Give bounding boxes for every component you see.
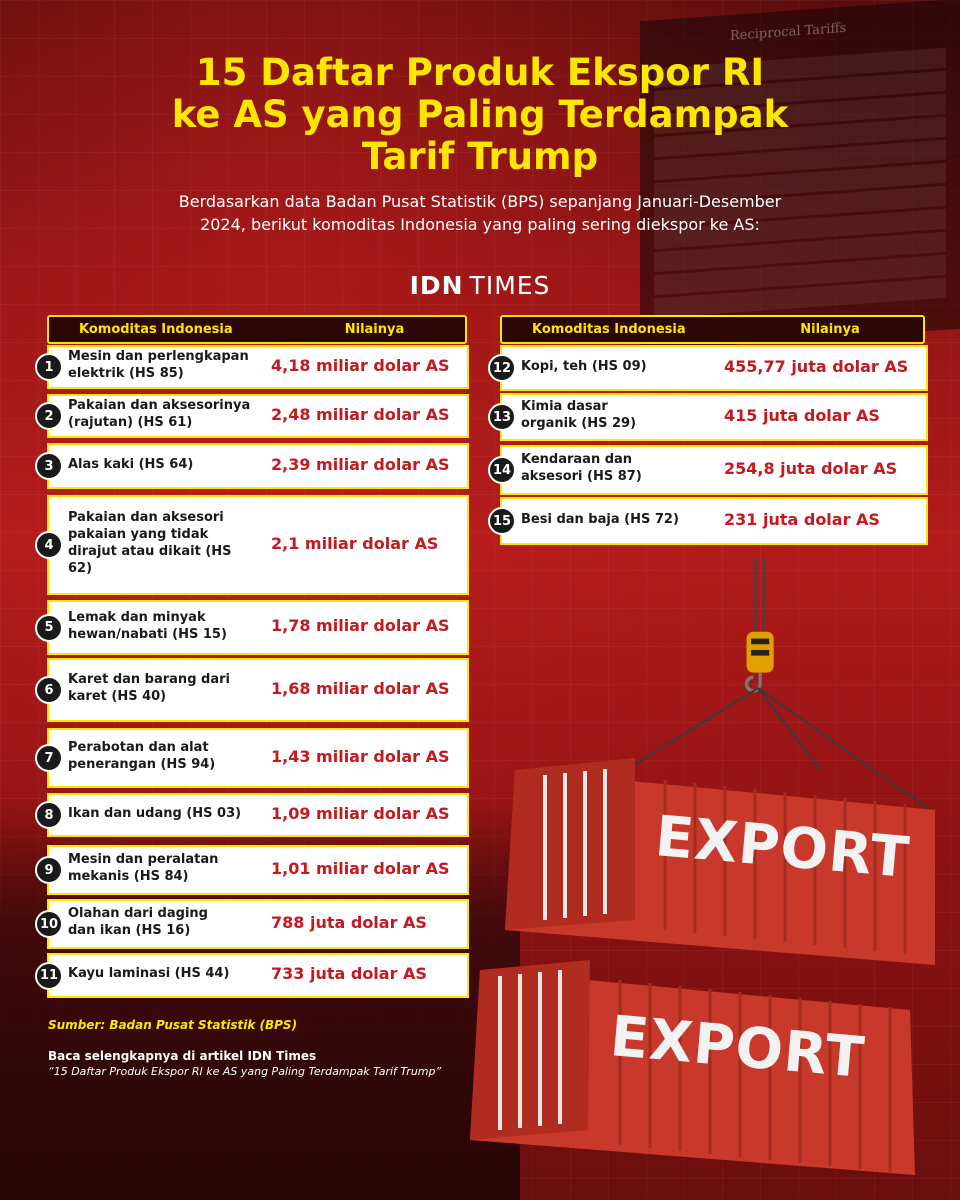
table-row: 9 Mesin dan peralatan mekanis (HS 84) 1,… — [35, 845, 469, 895]
row-value: 455,77 juta dolar AS — [724, 356, 909, 376]
row-commodity: Kayu laminasi (HS 44) — [68, 966, 230, 981]
table-row: 13 Kimia dasar organik (HS 29) 415 juta … — [488, 393, 928, 441]
table-row: 12 Kopi, teh (HS 09) 455,77 juta dolar A… — [488, 345, 928, 391]
row-value: 1,01 miliar dolar AS — [271, 858, 450, 878]
row-number: 8 — [35, 801, 63, 829]
container-top-graphic — [505, 758, 935, 965]
row-commodity: Ikan dan udang (HS 03) — [68, 805, 242, 821]
table-row: 7 Perabotan dan alat penerangan (HS 94) … — [35, 728, 469, 788]
row-commodity: Perabotan dan alat penerangan (HS 94) — [68, 740, 216, 772]
source-note: Sumber: Badan Pusat Statistik (BPS) — [48, 1018, 298, 1032]
row-number: 6 — [35, 676, 63, 704]
row-value: 2,1 miliar dolar AS — [271, 533, 439, 553]
header-commodity: Komoditas Indonesia — [79, 322, 233, 337]
table-row: 10 Olahan dari daging dan ikan (HS 16) 7… — [35, 899, 469, 949]
row-number: 5 — [35, 613, 63, 642]
table-row: 3 Alas kaki (HS 64) 2,39 miliar dolar AS — [35, 443, 469, 489]
row-number: 4 — [35, 531, 63, 559]
row-commodity: Besi dan baja (HS 72) — [521, 511, 679, 527]
row-number: 1 — [35, 353, 63, 381]
row-value: 231 juta dolar AS — [724, 509, 880, 529]
row-value: 254,8 juta dolar AS — [724, 458, 898, 478]
table-right-header: Komoditas Indonesia Nilainya — [500, 315, 925, 344]
row-number: 2 — [35, 402, 63, 430]
row-number: 15 — [488, 507, 516, 535]
row-number: 9 — [35, 856, 63, 884]
brand-logo: IDN TIMES — [0, 271, 960, 300]
row-commodity: Kimia dasar organik (HS 29) — [521, 399, 637, 431]
page-title: 15 Daftar Produk Ekspor RI ke AS yang Pa… — [0, 52, 960, 178]
row-commodity: Lemak dan minyak hewan/nabati (HS 15) — [68, 609, 227, 642]
row-commodity: Mesin dan peralatan mekanis (HS 84) — [68, 852, 219, 884]
crane-hook-icon — [744, 557, 774, 693]
row-number: 10 — [35, 910, 63, 938]
row-commodity: Pakaian dan aksesorinya (rajutan) (HS 61… — [68, 398, 251, 430]
header-value: Nilainya — [344, 322, 405, 337]
row-value: 1,43 miliar dolar AS — [271, 746, 450, 766]
row-value: 2,39 miliar dolar AS — [271, 454, 450, 474]
row-value: 2,48 miliar dolar AS — [271, 404, 450, 424]
row-value: 4,18 miliar dolar AS — [271, 355, 450, 375]
row-number: 12 — [488, 354, 516, 382]
brand-bold: IDN — [409, 271, 464, 300]
row-value: 733 juta dolar AS — [271, 964, 427, 983]
table-row: 8 Ikan dan udang (HS 03) 1,09 miliar dol… — [35, 793, 469, 837]
header-value: Nilainya — [800, 322, 860, 337]
subtitle: Berdasarkan data Badan Pusat Statistik (… — [178, 192, 782, 234]
table-row: 4 Pakaian dan aksesori pakaian yang tida… — [35, 495, 469, 595]
table-row: 11 Kayu laminasi (HS 44) 733 juta dolar … — [35, 953, 469, 998]
header-commodity: Komoditas Indonesia — [532, 322, 686, 337]
table-row: 14 Kendaraan dan aksesori (HS 87) 254,8 … — [488, 445, 928, 495]
row-value: 1,78 miliar dolar AS — [271, 616, 450, 635]
article-title: “15 Daftar Produk Ekspor RI ke AS yang P… — [48, 1065, 442, 1078]
table-left-header: Komoditas Indonesia Nilainya — [47, 315, 467, 344]
row-value: 788 juta dolar AS — [271, 912, 427, 932]
row-commodity: Alas kaki (HS 64) — [68, 456, 194, 472]
read-more-label: Baca selengkapnya di artikel IDN Times — [48, 1049, 317, 1063]
table-right: Komoditas Indonesia Nilainya 12 Kopi, te… — [488, 315, 928, 545]
table-row: 15 Besi dan baja (HS 72) 231 juta dolar … — [488, 497, 928, 545]
table-row: 5 Lemak dan minyak hewan/nabati (HS 15) … — [35, 600, 469, 655]
shipping-container-top — [505, 740, 945, 970]
row-number: 14 — [488, 456, 516, 484]
table-left: Komoditas Indonesia Nilainya 1 Mesin dan… — [35, 315, 469, 1005]
row-commodity: Kendaraan dan aksesori (HS 87) — [521, 452, 642, 484]
container-bottom-graphic — [470, 960, 915, 1175]
row-commodity: Kopi, teh (HS 09) — [521, 358, 647, 374]
title-line-3: Tarif Trump — [361, 135, 599, 178]
row-number: 7 — [35, 744, 63, 772]
brand-light: TIMES — [469, 271, 551, 300]
table-row: 1 Mesin dan perlengkapan elektrik (HS 85… — [35, 345, 469, 389]
table-row: 6 Karet dan barang dari karet (HS 40) 1,… — [35, 658, 469, 722]
title-line-1: 15 Daftar Produk Ekspor RI — [195, 51, 765, 94]
shipping-container-bottom — [470, 940, 940, 1190]
row-value: 1,68 miliar dolar AS — [271, 678, 450, 698]
row-number: 3 — [35, 452, 63, 480]
row-value: 415 juta dolar AS — [724, 405, 880, 425]
row-number: 11 — [35, 961, 63, 990]
row-commodity: Olahan dari daging dan ikan (HS 16) — [68, 906, 208, 938]
row-value: 1,09 miliar dolar AS — [271, 803, 450, 823]
row-number: 13 — [488, 403, 516, 431]
row-commodity: Pakaian dan aksesori pakaian yang tidak … — [68, 510, 232, 576]
row-commodity: Karet dan barang dari karet (HS 40) — [68, 672, 230, 704]
title-line-2: ke AS yang Paling Terdampak — [171, 93, 789, 136]
table-row: 2 Pakaian dan aksesorinya (rajutan) (HS … — [35, 394, 469, 438]
row-commodity: Mesin dan perlengkapan elektrik (HS 85) — [68, 349, 249, 381]
